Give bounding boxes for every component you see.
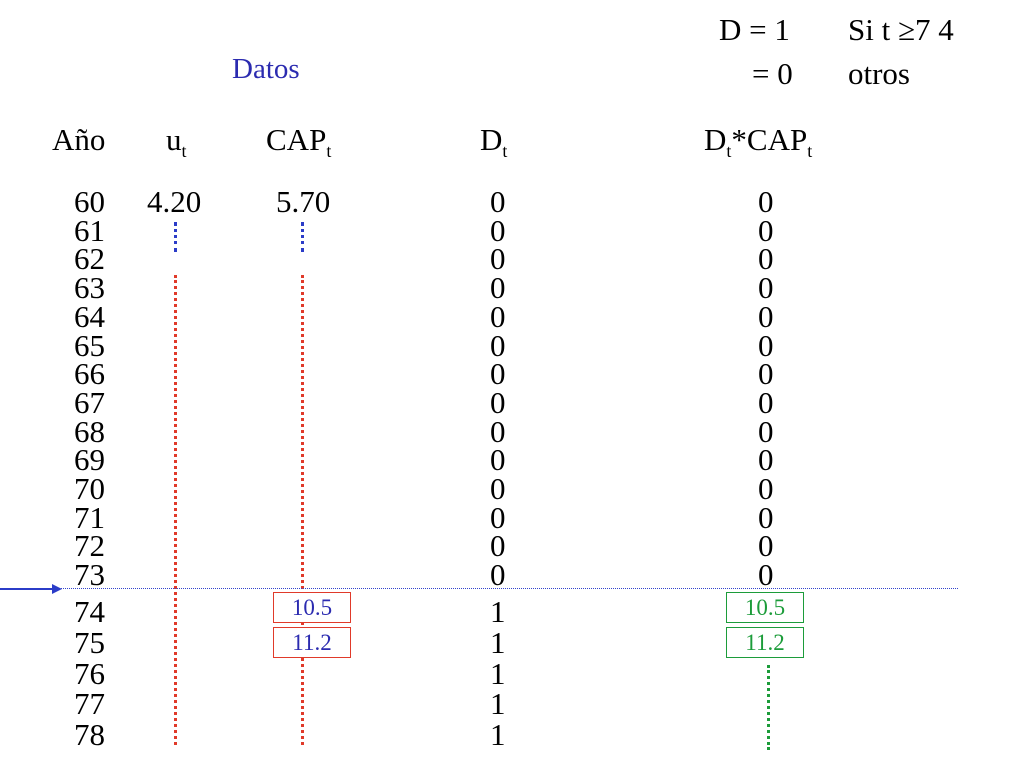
d-cell: 0	[490, 471, 506, 506]
cap-column-red-dots	[301, 275, 304, 745]
year-cell: 64	[74, 298, 105, 334]
dcap-cell: 0	[758, 528, 774, 564]
header-cap-sub: t	[326, 141, 332, 161]
d-cell: 1	[490, 655, 506, 691]
dcap-box-74: 10.5	[726, 592, 804, 623]
datos-title: Datos	[232, 53, 300, 85]
formula-d-eq-0: = 0	[752, 56, 793, 91]
d-cell: 1	[490, 686, 506, 722]
u-ellipsis-blue-dots	[174, 222, 177, 252]
year-cell: 72	[74, 528, 105, 564]
formula-condition-0: otros	[848, 56, 910, 91]
cap-box-74: 10.5	[273, 592, 351, 623]
d-cell: 0	[490, 442, 506, 478]
year-cell: 76	[74, 655, 105, 691]
d-cell: 0	[490, 356, 506, 392]
dcap-cell: 0	[758, 184, 774, 219]
dcap-cell: 0	[758, 557, 774, 593]
d-cell: 0	[490, 384, 506, 420]
d-cell: 0	[490, 184, 506, 219]
dcap-column-green-dots	[767, 665, 770, 750]
dcap-cell: 0	[758, 442, 774, 478]
header-u-sub: t	[181, 141, 187, 161]
formula-d-eq-1: D = 1	[719, 12, 790, 47]
year-cell: 70	[74, 471, 105, 506]
header-u: ut	[166, 122, 187, 160]
d-cell: 0	[490, 298, 506, 334]
year-cell: 61	[74, 212, 105, 248]
header-dcap-main: D	[704, 122, 727, 157]
arrow-right-icon	[0, 584, 62, 594]
d-cell: 0	[490, 528, 506, 564]
d-cell: 0	[490, 327, 506, 363]
threshold-line	[0, 588, 958, 589]
year-cell: 68	[74, 413, 105, 449]
dcap-cell: 0	[758, 327, 774, 363]
year-cell: 65	[74, 327, 105, 363]
year-cell: 63	[74, 270, 105, 306]
year-cell: 66	[74, 356, 105, 392]
header-dcap: Dt*CAPt	[704, 122, 812, 160]
header-cap: CAPt	[266, 122, 331, 160]
year-cell: 73	[74, 557, 105, 593]
d-cell: 0	[490, 557, 506, 593]
cap-ellipsis-blue-dots	[301, 222, 304, 252]
d-cell: 0	[490, 499, 506, 535]
dcap-cell: 0	[758, 471, 774, 506]
d-cell: 1	[490, 594, 506, 629]
d-cell: 0	[490, 413, 506, 449]
header-d-main: D	[480, 122, 503, 157]
year-cell: 67	[74, 384, 105, 420]
year-cell: 71	[74, 499, 105, 535]
header-dcap-sub2: t	[807, 141, 813, 161]
d-cell: 0	[490, 270, 506, 306]
year-cell: 74	[74, 594, 105, 629]
header-dcap-mid: *CAP	[731, 122, 808, 157]
year-cell: 62	[74, 241, 105, 277]
cap-first-value: 5.70	[276, 184, 331, 219]
d-cell: 0	[490, 212, 506, 248]
dcap-cell: 0	[758, 356, 774, 392]
year-cell: 75	[74, 624, 105, 660]
dcap-cell: 0	[758, 270, 774, 306]
u-first-value: 4.20	[147, 184, 202, 219]
header-dcap-sub1: t	[726, 141, 732, 161]
formula-condition-1: Si t ≥7 4	[848, 12, 954, 47]
dcap-cell: 0	[758, 499, 774, 535]
header-year: Año	[52, 122, 106, 157]
cap-box-75: 11.2	[273, 627, 351, 658]
year-cell: 60	[74, 184, 105, 219]
header-d: Dt	[480, 122, 507, 160]
d-cell: 1	[490, 624, 506, 660]
dcap-cell: 0	[758, 212, 774, 248]
d-cell: 1	[490, 717, 506, 753]
header-cap-main: CAP	[266, 122, 327, 157]
header-u-main: u	[166, 122, 182, 157]
dcap-cell: 0	[758, 298, 774, 334]
year-cell: 69	[74, 442, 105, 478]
u-column-red-dots	[174, 275, 177, 745]
dcap-cell: 0	[758, 413, 774, 449]
year-cell: 78	[74, 717, 105, 753]
dcap-box-75: 11.2	[726, 627, 804, 658]
d-cell: 0	[490, 241, 506, 277]
header-d-sub: t	[502, 141, 508, 161]
dcap-cell: 0	[758, 241, 774, 277]
dcap-cell: 0	[758, 384, 774, 420]
year-cell: 77	[74, 686, 105, 722]
